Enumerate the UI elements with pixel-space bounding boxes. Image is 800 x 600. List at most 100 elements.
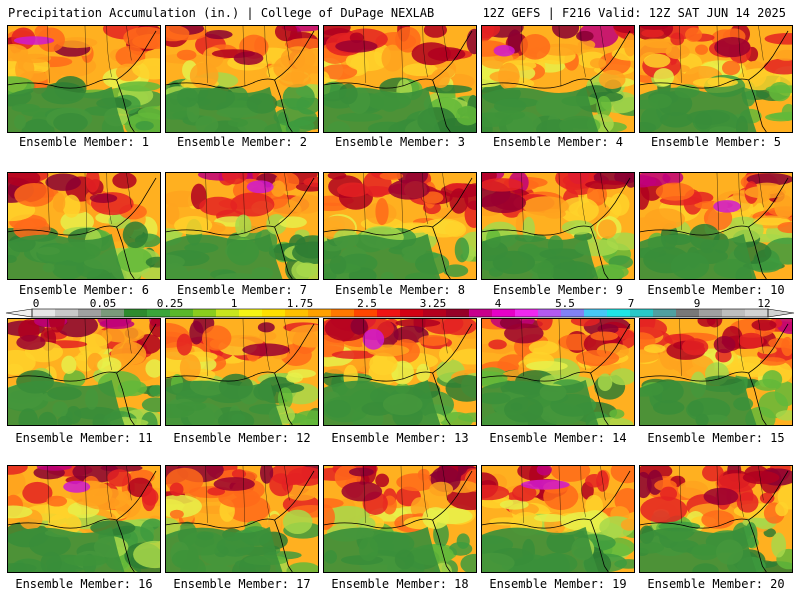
- model-run-info: 12Z GEFS | F216 Valid: 12Z SAT JUN 14 20…: [482, 6, 786, 20]
- precip-field: [8, 26, 160, 132]
- precip-field: [640, 173, 792, 279]
- ensemble-member-label: Ensemble Member: 6: [18, 283, 150, 297]
- ensemble-map-panel: [323, 25, 477, 133]
- colorbar-tick-label: 3.25: [419, 297, 447, 310]
- colorbar-swatch: [630, 309, 654, 317]
- ensemble-map-panel: [165, 172, 319, 280]
- ensemble-member-label: Ensemble Member: 17: [173, 577, 311, 591]
- colorbar-tick-label: 9: [693, 297, 701, 310]
- precip-field: [166, 173, 318, 279]
- ensemble-map-panel: [7, 172, 161, 280]
- colorbar-swatch: [78, 309, 102, 317]
- colorbar-swatch: [469, 309, 493, 317]
- colorbar-swatch: [101, 309, 125, 317]
- colorbar-swatch: [193, 309, 217, 317]
- ensemble-map-panel: [639, 172, 793, 280]
- ensemble-member-label: Ensemble Member: 20: [647, 577, 785, 591]
- colorbar-swatch: [170, 309, 194, 317]
- ensemble-map-panel: [481, 25, 635, 133]
- colorbar-swatch: [354, 309, 378, 317]
- precip-field: [482, 26, 634, 132]
- colorbar-tick-label: 0: [32, 297, 40, 310]
- ensemble-map-panel: [165, 465, 319, 573]
- precip-field: [324, 319, 476, 425]
- colorbar-tick-label: 4: [494, 297, 502, 310]
- colorbar-swatch: [699, 309, 723, 317]
- colorbar-tick-label: 5.5: [555, 297, 575, 310]
- ensemble-member-label: Ensemble Member: 11: [15, 431, 153, 445]
- colorbar-swatch: [239, 309, 263, 317]
- colorbar-swatch: [400, 309, 424, 317]
- ensemble-map-panel: [323, 172, 477, 280]
- ensemble-member-label: Ensemble Member: 4: [492, 135, 624, 149]
- colorbar-right-arrow: [767, 308, 795, 318]
- colorbar-swatch: [216, 309, 240, 317]
- ensemble-member-label: Ensemble Member: 19: [489, 577, 627, 591]
- precip-field: [166, 26, 318, 132]
- colorbar-swatch: [423, 309, 447, 317]
- ensemble-map-panel: [481, 172, 635, 280]
- colorbar-swatch: [515, 309, 539, 317]
- colorbar-swatch: [446, 309, 470, 317]
- ensemble-map-panel: [639, 25, 793, 133]
- ensemble-member-label: Ensemble Member: 12: [173, 431, 311, 445]
- precip-field: [324, 26, 476, 132]
- precip-field: [482, 466, 634, 572]
- precip-field: [640, 319, 792, 425]
- precip-field: [482, 173, 634, 279]
- precip-field: [324, 173, 476, 279]
- ensemble-member-label: Ensemble Member: 10: [647, 283, 785, 297]
- ensemble-member-label: Ensemble Member: 18: [331, 577, 469, 591]
- colorbar-swatch: [124, 309, 148, 317]
- colorbar-swatch: [492, 309, 516, 317]
- ensemble-member-label: Ensemble Member: 5: [650, 135, 782, 149]
- ensemble-member-label: Ensemble Member: 8: [334, 283, 466, 297]
- ensemble-map-panel: [481, 465, 635, 573]
- colorbar-swatch: [584, 309, 608, 317]
- colorbar-swatch: [147, 309, 171, 317]
- ensemble-member-label: Ensemble Member: 3: [334, 135, 466, 149]
- precip-field: [166, 466, 318, 572]
- colorbar-left-arrow: [5, 308, 33, 318]
- ensemble-member-label: Ensemble Member: 14: [489, 431, 627, 445]
- ensemble-map-panel: [323, 465, 477, 573]
- colorbar-tick-label: 12: [757, 297, 771, 310]
- precip-field: [8, 173, 160, 279]
- colorbar-tick-label: 2.5: [357, 297, 377, 310]
- colorbar-swatch: [722, 309, 746, 317]
- ensemble-map-panel: [7, 25, 161, 133]
- colorbar-swatch: [607, 309, 631, 317]
- colorbar-swatch: [676, 309, 700, 317]
- precip-field: [8, 319, 160, 425]
- ensemble-map-panel: [481, 318, 635, 426]
- ensemble-member-label: Ensemble Member: 7: [176, 283, 308, 297]
- colorbar-swatch: [377, 309, 401, 317]
- ensemble-map-panel: [165, 25, 319, 133]
- precip-field: [482, 319, 634, 425]
- colorbar-swatch: [262, 309, 286, 317]
- colorbar-swatch: [538, 309, 562, 317]
- ensemble-map-panel: [639, 318, 793, 426]
- ensemble-member-label: Ensemble Member: 2: [176, 135, 308, 149]
- colorbar-tick-label: 0.25: [156, 297, 184, 310]
- ensemble-map-panel: [639, 465, 793, 573]
- ensemble-member-label: Ensemble Member: 9: [492, 283, 624, 297]
- ensemble-member-label: Ensemble Member: 1: [18, 135, 150, 149]
- precipitation-colorbar: [5, 308, 795, 318]
- precip-field: [640, 466, 792, 572]
- colorbar-tick-label: 1.75: [286, 297, 314, 310]
- colorbar-swatch: [32, 309, 56, 317]
- ensemble-map-panel: [7, 465, 161, 573]
- ensemble-map-panel: [165, 318, 319, 426]
- colorbar-swatch: [653, 309, 677, 317]
- colorbar-swatch: [55, 309, 79, 317]
- map-title: Precipitation Accumulation (in.) | Colle…: [8, 6, 435, 20]
- ensemble-map-panel: [7, 318, 161, 426]
- colorbar-tick-label: 0.05: [89, 297, 117, 310]
- colorbar-swatch: [285, 309, 309, 317]
- precip-field: [8, 466, 160, 572]
- precip-field: [166, 319, 318, 425]
- precip-field: [640, 26, 792, 132]
- colorbar-tick-label: 1: [230, 297, 238, 310]
- colorbar-swatch: [308, 309, 332, 317]
